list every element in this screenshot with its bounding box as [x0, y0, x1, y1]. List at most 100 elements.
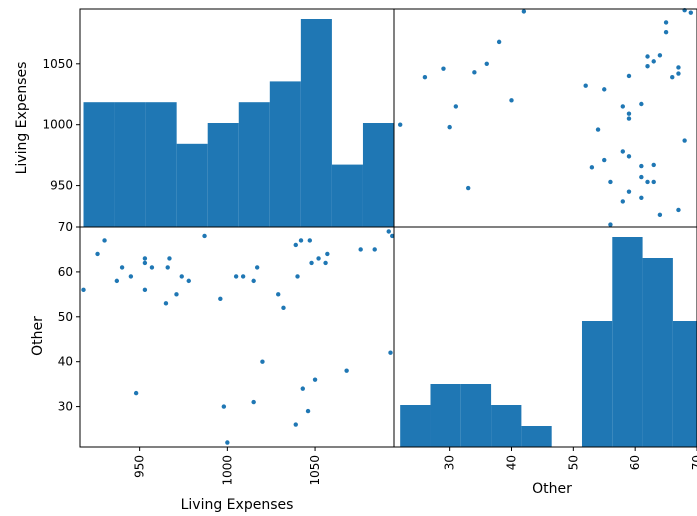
scatter-point-bl-23	[251, 278, 256, 284]
panel-other-histogram	[400, 237, 697, 447]
ytick-label-living-expenses-0: 950	[50, 179, 73, 193]
scatter-point-bl-38	[312, 220, 318, 225]
scatter-point-bl-5	[128, 274, 134, 279]
panel-frame-1-0	[79, 226, 395, 448]
scatter-point-tr-6	[466, 185, 471, 191]
scatter-point-tr-30	[422, 75, 428, 80]
scatter-point-bl-34	[305, 408, 311, 414]
scatter-point-bl-43	[358, 247, 363, 252]
xtick-label-other-4: 70	[690, 455, 697, 470]
scatter-point-tr-21	[626, 116, 632, 121]
scatter-point-tr-5	[626, 189, 632, 194]
histogram-bar-other-7	[612, 237, 643, 447]
panel-living-expenses-histogram	[83, 19, 394, 228]
scatter-point-tr-2	[676, 207, 681, 213]
scatter-point-bl-47	[390, 233, 395, 239]
ytick-label-other-1: 40	[58, 355, 73, 369]
histogram-bar-living-expenses-8	[331, 164, 363, 227]
histogram-bar-living-expenses-4	[207, 123, 239, 227]
scatter-point-bl-15	[179, 274, 184, 279]
scatter-point-bl-39	[316, 256, 321, 261]
panel-other-vs-living-expenses-scatter	[397, 8, 694, 227]
histogram-bar-living-expenses-0	[83, 102, 115, 227]
ytick-label-living-expenses-2: 1050	[42, 57, 73, 71]
scatter-point-bl-42	[344, 368, 349, 373]
scatter-point-bl-32	[298, 238, 304, 243]
scatter-point-bl-8	[142, 260, 148, 266]
scatter-point-bl-33	[300, 386, 305, 391]
ytick-label-other-2: 50	[58, 310, 73, 324]
scatter-point-tr-29	[670, 75, 675, 80]
panel-frame-1-1	[393, 226, 697, 448]
xtick-label-living-expenses-2: 1050	[308, 455, 322, 486]
histogram-bar-other-4	[521, 426, 552, 447]
scatter-point-bl-4	[119, 265, 125, 270]
xtick-label-living-expenses-1: 1000	[220, 455, 234, 486]
panel-frame-0-1	[393, 8, 697, 228]
scatter-point-tr-15	[626, 154, 632, 159]
scatter-point-bl-22	[240, 274, 246, 279]
scatter-point-tr-22	[626, 111, 632, 116]
scatter-point-bl-30	[293, 422, 298, 427]
panel-frames	[79, 8, 697, 448]
scatter-point-tr-35	[676, 65, 681, 70]
scatter-point-bl-29	[293, 242, 298, 248]
scatter-point-tr-16	[620, 149, 625, 154]
scatter-point-bl-18	[218, 296, 223, 302]
histogram-bar-other-0	[400, 405, 431, 447]
scatter-point-tr-17	[682, 138, 687, 143]
histogram-bar-living-expenses-2	[145, 102, 177, 227]
scatter-point-tr-4	[639, 195, 644, 200]
histogram-bar-other-1	[430, 384, 461, 447]
scatter-point-tr-12	[639, 163, 644, 169]
scatter-point-bl-17	[202, 233, 207, 239]
scatter-point-tr-34	[441, 66, 446, 71]
x-axis-title-living-expenses: Living Expenses	[181, 497, 294, 513]
scatter-point-bl-6	[133, 390, 139, 396]
scatter-point-tr-33	[472, 70, 477, 75]
scatter-point-bl-31	[295, 274, 300, 279]
scatter-point-tr-3	[620, 199, 625, 204]
scatter-point-bl-40	[323, 260, 328, 266]
xtick-label-other-2: 50	[566, 455, 580, 470]
x-axis-title-other: Other	[532, 481, 572, 497]
histogram-bar-living-expenses-6	[269, 81, 301, 228]
scatter-point-bl-35	[307, 238, 312, 243]
ytick-label-other-0: 30	[58, 400, 73, 414]
axis-ticks: 950 1000 1050 30 40 50 60 70 950 1000 1050 30 40 50 60…	[42, 57, 697, 486]
scatter-point-bl-16	[186, 278, 191, 284]
scatter-point-tr-37	[484, 61, 489, 67]
scatter-point-tr-7	[608, 179, 613, 185]
xtick-label-other-3: 60	[628, 455, 642, 470]
scatter-point-bl-44	[372, 247, 377, 252]
histogram-bar-living-expenses-7	[300, 19, 332, 227]
scatter-point-tr-18	[595, 127, 601, 132]
scatter-point-tr-23	[620, 104, 625, 109]
ytick-label-other-4: 70	[58, 220, 73, 234]
scatter-point-bl-11	[163, 301, 169, 306]
histogram-bar-other-3	[491, 405, 522, 447]
xtick-label-living-expenses-0: 950	[133, 455, 147, 478]
scatter-point-bl-27	[276, 292, 281, 297]
scatter-point-bl-0	[81, 287, 86, 293]
y-axis-title-living-expenses: Living Expenses	[14, 62, 30, 175]
histogram-bar-living-expenses-9	[362, 123, 394, 227]
scatter-point-tr-39	[651, 59, 656, 64]
scatter-point-tr-28	[583, 83, 588, 88]
scatter-point-bl-24	[251, 399, 256, 405]
scatter-point-tr-45	[688, 10, 694, 15]
scatter-point-tr-14	[602, 157, 607, 163]
ytick-label-other-3: 60	[58, 265, 73, 279]
scatter-point-tr-27	[602, 87, 607, 92]
scatter-point-tr-46	[521, 9, 527, 14]
scatter-point-tr-8	[645, 179, 650, 185]
scatter-point-bl-13	[167, 256, 172, 261]
xtick-label-other-0: 30	[443, 455, 457, 470]
scatter-point-bl-25	[254, 265, 260, 270]
scatter-point-tr-13	[651, 162, 656, 168]
scatter-point-bl-45	[386, 229, 391, 234]
scatter-point-bl-20	[225, 440, 230, 445]
xtick-label-other-1: 40	[504, 455, 518, 470]
scatter-point-bl-41	[325, 251, 330, 257]
y-axis-title-other: Other	[30, 316, 46, 356]
